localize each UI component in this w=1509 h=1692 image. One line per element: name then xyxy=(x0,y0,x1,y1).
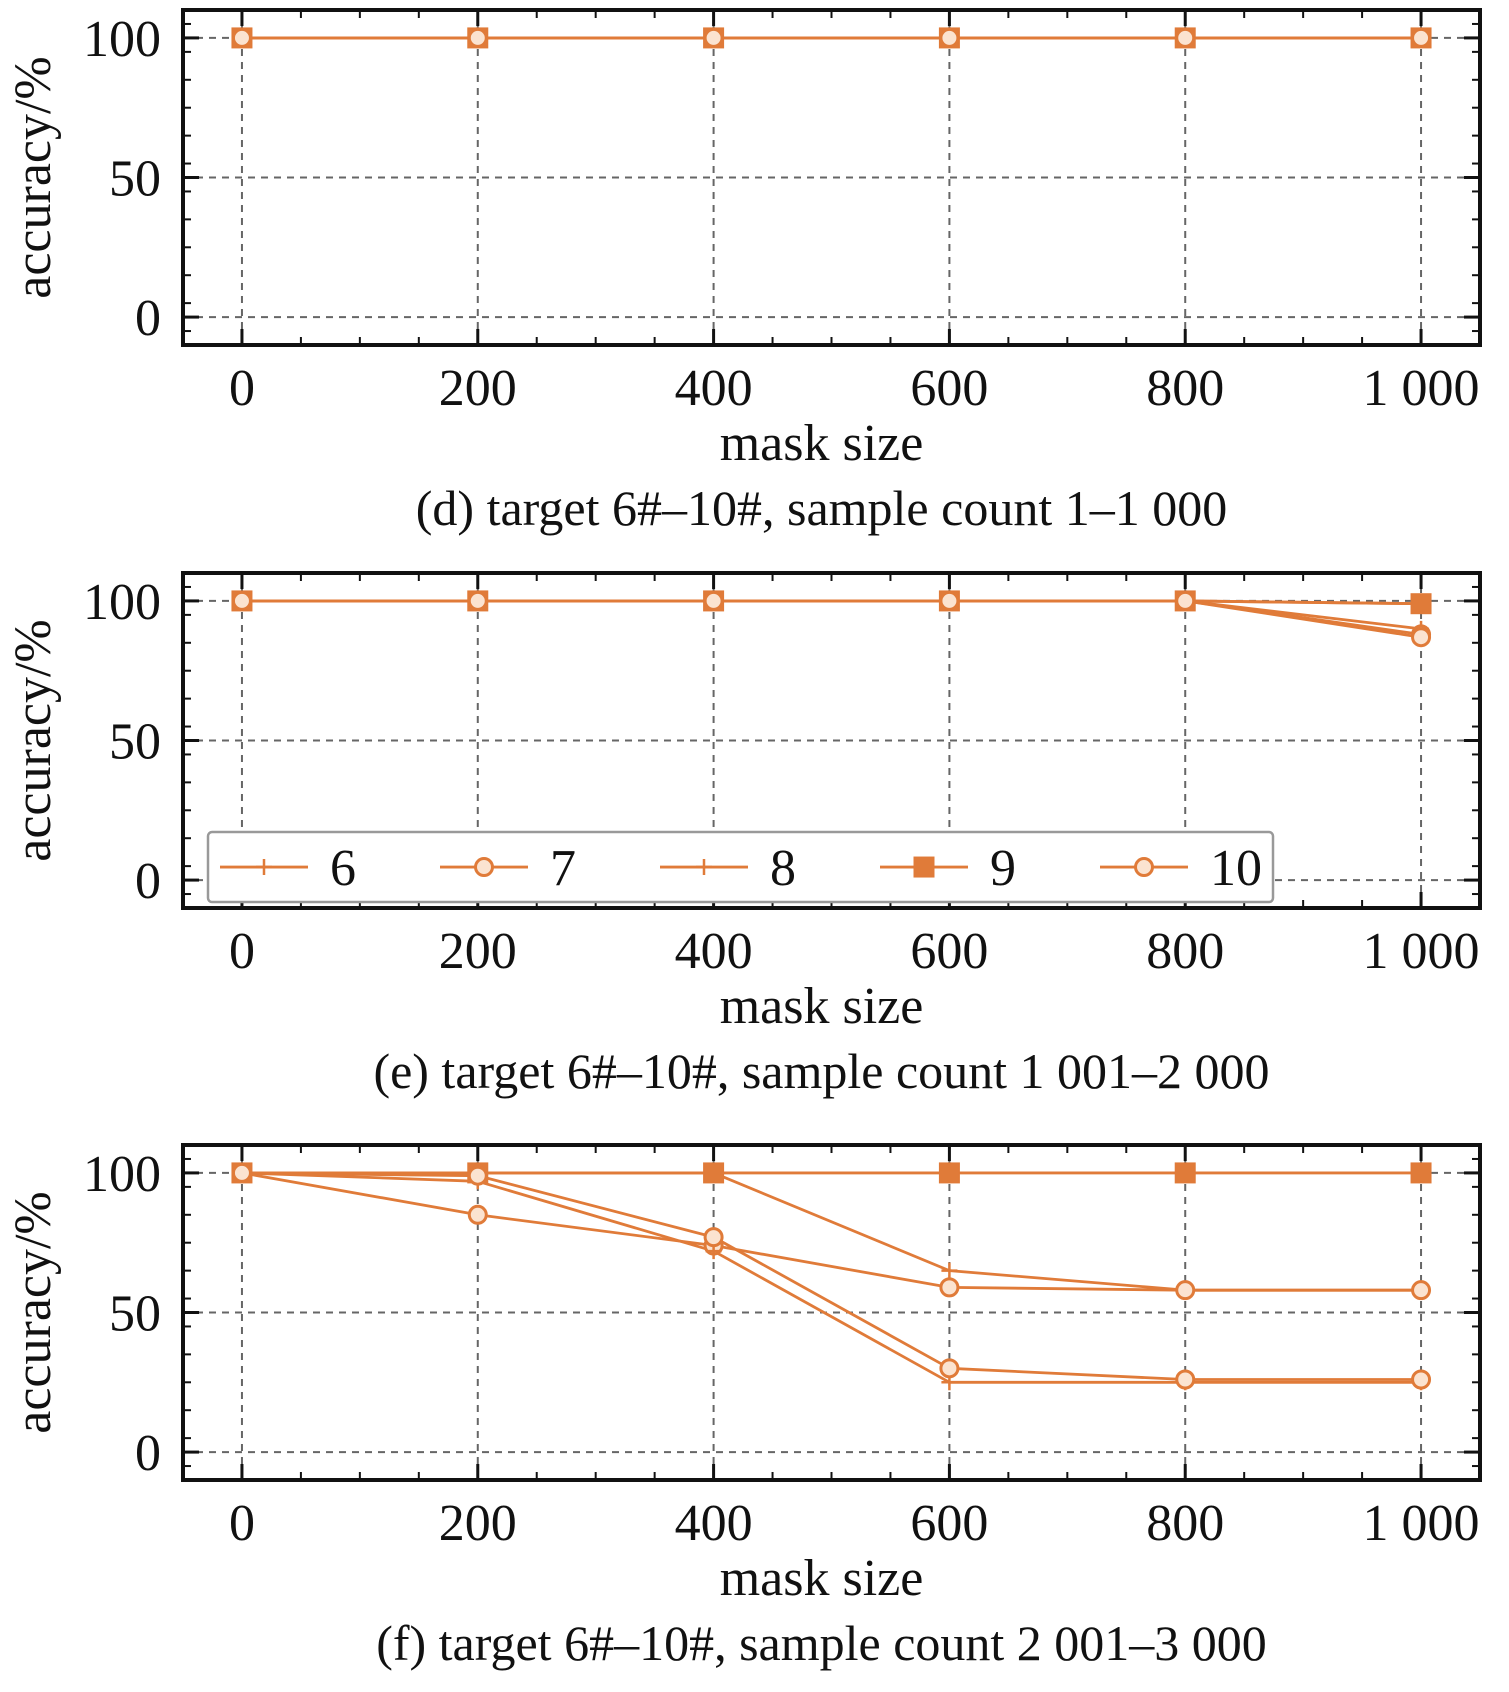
data-point-series-7 xyxy=(939,1277,960,1298)
data-point-series-7 xyxy=(467,1204,488,1225)
x-tick-label: 800 xyxy=(1146,923,1224,980)
x-axis-label: mask size xyxy=(720,1550,924,1607)
data-point-series-10 xyxy=(703,1227,724,1248)
y-tick-label: 0 xyxy=(135,1425,161,1482)
data-point-series-10 xyxy=(1411,1369,1432,1390)
plot-frame xyxy=(181,1143,1482,1482)
data-point-series-6 xyxy=(941,1262,958,1279)
x-tick-label: 200 xyxy=(439,1495,517,1552)
data-point-series-9 xyxy=(703,1162,725,1184)
plot-frame xyxy=(181,571,1482,910)
chart-panel-0: 0 200 400 600 800 1 000 0 50 100 mask size accurac… xyxy=(5,8,1482,536)
x-tick-label: 0 xyxy=(229,923,255,980)
data-point-series-10 xyxy=(703,27,724,48)
x-tick-label: 600 xyxy=(910,1495,988,1552)
legend-label-6: 6 xyxy=(330,840,356,897)
y-axis-label: accuracy/% xyxy=(5,56,62,298)
data-point-series-9 xyxy=(1410,593,1432,615)
y-tick-label: 50 xyxy=(109,1286,161,1343)
x-tick-label: 600 xyxy=(910,923,988,980)
data-point-series-10 xyxy=(1175,590,1196,611)
series-line-7 xyxy=(241,599,1422,636)
data-point-series-7 xyxy=(1175,1280,1196,1301)
data-point-series-10 xyxy=(1411,627,1432,648)
y-axis-label: accuracy/% xyxy=(5,1191,62,1433)
y-axis-label: accuracy/% xyxy=(5,619,62,861)
x-tick-label: 400 xyxy=(675,360,753,417)
data-point-series-10 xyxy=(939,27,960,48)
data-point-series-10 xyxy=(1175,27,1196,48)
data-point-series-10 xyxy=(467,1165,488,1186)
legend-label-8: 8 xyxy=(770,840,796,897)
legend-marker-7 xyxy=(474,857,494,878)
legend-marker-9 xyxy=(913,856,935,878)
legend-label-9: 9 xyxy=(990,840,1016,897)
x-tick-label: 800 xyxy=(1146,360,1224,417)
x-tick-label: 400 xyxy=(675,1495,753,1552)
y-tick-label: 0 xyxy=(135,290,161,347)
data-point-series-10 xyxy=(1411,27,1432,48)
panel-caption: (e) target 6#–10#, sample count 1 001–2 … xyxy=(373,1043,1269,1099)
panel-caption: (f) target 6#–10#, sample count 2 001–3 … xyxy=(376,1615,1267,1671)
legend-marker-10 xyxy=(1134,857,1154,878)
y-tick-label: 100 xyxy=(83,11,161,68)
x-tick-label: 1 000 xyxy=(1363,1495,1480,1552)
y-tick-label: 100 xyxy=(83,1146,161,1203)
x-tick-label: 1 000 xyxy=(1363,923,1480,980)
series-line-6 xyxy=(241,1171,1422,1292)
x-axis-label: mask size xyxy=(720,978,924,1035)
y-tick-label: 0 xyxy=(135,853,161,910)
panel-caption: (d) target 6#–10#, sample count 1–1 000 xyxy=(416,480,1227,536)
data-point-series-10 xyxy=(939,1358,960,1379)
legend-marker-8 xyxy=(696,859,712,876)
data-point-series-10 xyxy=(467,27,488,48)
data-point-series-9 xyxy=(1410,1162,1432,1184)
data-point-series-9 xyxy=(938,1162,960,1184)
data-point-series-10 xyxy=(231,27,252,48)
series-line-7 xyxy=(241,1171,1422,1292)
series-line-6 xyxy=(241,599,1422,631)
data-point-series-10 xyxy=(467,590,488,611)
legend-label-10: 10 xyxy=(1210,840,1262,897)
x-tick-label: 400 xyxy=(675,923,753,980)
x-tick-label: 0 xyxy=(229,360,255,417)
data-point-series-10 xyxy=(1175,1369,1196,1390)
x-tick-label: 0 xyxy=(229,1495,255,1552)
legend: 6 7 8 9 10 xyxy=(206,830,1275,904)
series-line-10 xyxy=(241,1171,1422,1381)
x-tick-label: 800 xyxy=(1146,1495,1224,1552)
y-tick-label: 50 xyxy=(109,151,161,208)
data-point-series-10 xyxy=(231,1162,252,1183)
plot-frame xyxy=(181,8,1482,347)
y-tick-label: 100 xyxy=(83,574,161,631)
series-line-8 xyxy=(241,1171,1422,1384)
data-point-series-9 xyxy=(1174,1162,1196,1184)
legend-marker-6 xyxy=(256,859,272,876)
x-axis-label: mask size xyxy=(720,415,924,472)
chart-panel-2: 0 200 400 600 800 1 000 0 50 100 mask size accurac… xyxy=(5,1143,1482,1671)
series-line-10 xyxy=(241,599,1422,639)
data-point-series-10 xyxy=(939,590,960,611)
y-tick-label: 50 xyxy=(109,714,161,771)
chart-panel-1: 0 200 400 600 800 1 000 0 50 100 mask size accurac… xyxy=(5,571,1482,1099)
x-tick-label: 1 000 xyxy=(1363,360,1480,417)
data-point-series-7 xyxy=(1411,1280,1432,1301)
legend-label-7: 7 xyxy=(550,840,576,897)
data-point-series-10 xyxy=(703,590,724,611)
x-tick-label: 600 xyxy=(910,360,988,417)
x-tick-label: 200 xyxy=(439,923,517,980)
data-point-series-10 xyxy=(231,590,252,611)
x-tick-label: 200 xyxy=(439,360,517,417)
